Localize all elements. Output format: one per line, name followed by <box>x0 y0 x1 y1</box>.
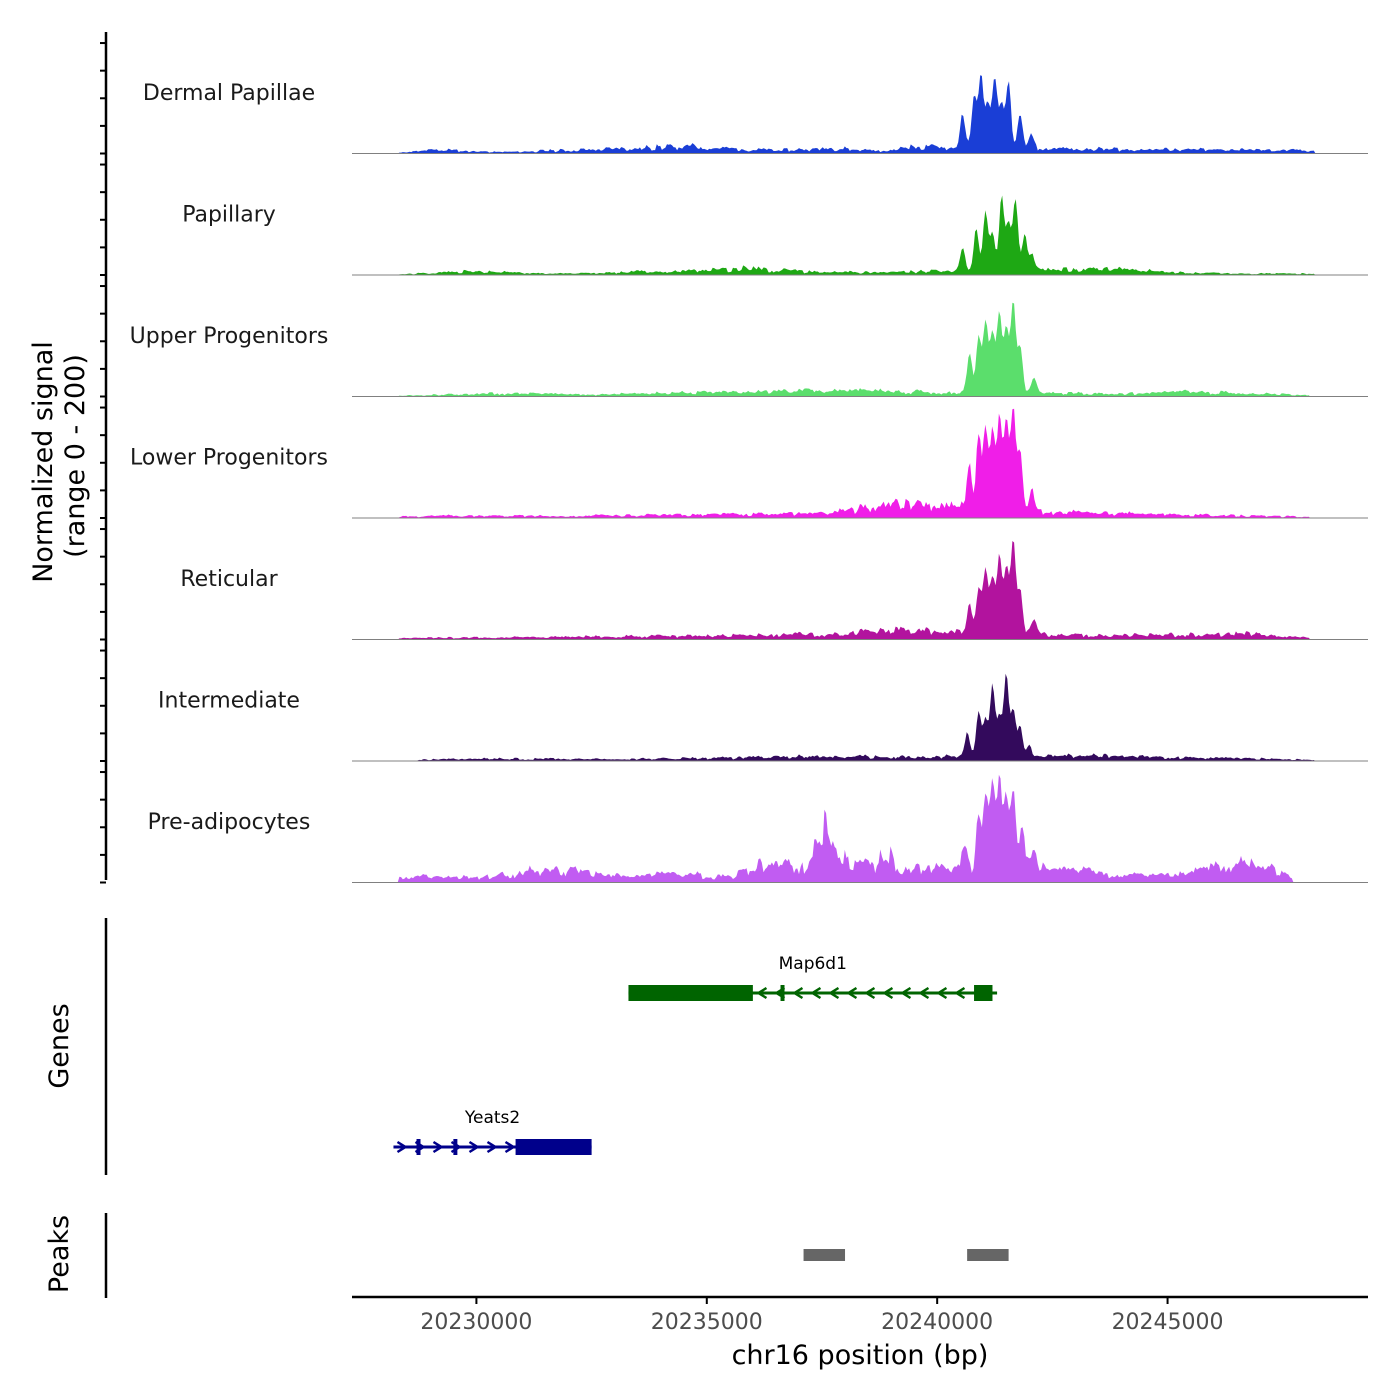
gene-exon <box>416 1139 421 1155</box>
strand-arrow <box>396 1140 408 1154</box>
x-tick-label: 20240000 <box>881 1310 993 1335</box>
strand-arrow <box>684 986 696 1000</box>
coverage-area <box>352 774 1368 883</box>
y-axis-label-line2: (range 0 - 200) <box>60 354 91 558</box>
peak-region <box>967 1249 1009 1261</box>
strand-arrow <box>792 986 804 1000</box>
gene-exon <box>780 985 785 1001</box>
strand-arrow <box>738 986 750 1000</box>
y-axis-label-line1: Normalized signal <box>28 341 59 583</box>
coverage-area <box>352 673 1368 761</box>
strand-arrow <box>630 986 642 1000</box>
strand-arrow <box>486 1140 498 1154</box>
coverage-tracks: Dermal Papillae Papillary Upper Progenitor… <box>130 75 1368 883</box>
strand-arrow <box>414 1140 426 1154</box>
strand-arrow <box>972 986 984 1000</box>
track-label: Upper Progenitors <box>130 324 329 349</box>
coverage-area <box>352 408 1368 518</box>
track-6: Pre-adipocytes <box>148 774 1368 883</box>
track-label: Reticular <box>180 567 278 592</box>
strand-arrow <box>756 986 768 1000</box>
coverage-area <box>352 195 1368 275</box>
strand-arrow <box>558 1140 570 1154</box>
track-1: Papillary <box>182 195 1368 276</box>
strand-arrow <box>936 986 948 1000</box>
peaks-track <box>803 1249 1009 1261</box>
strand-arrow <box>720 986 732 1000</box>
track-label: Pre-adipocytes <box>148 810 311 835</box>
strand-arrow <box>918 986 930 1000</box>
strand-arrow <box>954 986 966 1000</box>
x-axis-label: chr16 position (bp) <box>732 1340 989 1371</box>
gene-label: Map6d1 <box>779 954 847 974</box>
x-tick-label: 20235000 <box>651 1310 763 1335</box>
strand-arrow <box>576 1140 588 1154</box>
strand-arrow <box>882 986 894 1000</box>
genes-axis-label: Genes <box>44 1003 75 1088</box>
strand-arrow <box>432 1140 444 1154</box>
track-2: Upper Progenitors <box>130 302 1368 397</box>
coverage-area <box>352 302 1368 397</box>
track-3: Lower Progenitors <box>130 408 1368 519</box>
track-0: Dermal Papillae <box>143 75 1368 154</box>
strand-arrow <box>540 1140 552 1154</box>
gene-exon <box>453 1139 458 1155</box>
coverage-area <box>352 75 1368 154</box>
track-4: Reticular <box>180 541 1368 640</box>
track-label: Lower Progenitors <box>130 446 328 471</box>
gene-exon <box>628 985 753 1001</box>
strand-arrow <box>450 1140 462 1154</box>
strand-arrow <box>774 986 786 1000</box>
strand-arrow <box>900 986 912 1000</box>
x-tick-label: 20230000 <box>420 1310 532 1335</box>
strand-arrow <box>846 986 858 1000</box>
strand-arrow <box>864 986 876 1000</box>
strand-arrow <box>666 986 678 1000</box>
peak-region <box>803 1249 846 1261</box>
gene-exon <box>515 1139 592 1155</box>
x-tick-label: 20245000 <box>1112 1310 1224 1335</box>
strand-arrow <box>468 1140 480 1154</box>
gene-map6d1: Map6d1 <box>628 954 998 1001</box>
strand-arrow <box>810 986 822 1000</box>
track-label: Dermal Papillae <box>143 81 315 106</box>
gene-track: Map6d1 Yeats2 <box>393 954 998 1155</box>
gene-yeats2: Yeats2 <box>393 1108 592 1155</box>
peaks-axis-label: Peaks <box>44 1215 75 1293</box>
track-label: Intermediate <box>158 689 300 714</box>
track-5: Intermediate <box>158 673 1368 762</box>
strand-arrow <box>504 1140 516 1154</box>
track-label: Papillary <box>182 203 276 228</box>
strand-arrow <box>828 986 840 1000</box>
coverage-area <box>352 541 1368 640</box>
strand-arrow <box>702 986 714 1000</box>
strand-arrow <box>522 1140 534 1154</box>
strand-arrow <box>648 986 660 1000</box>
axes: 20230000 20235000 20240000 20245000 <box>100 32 1368 1335</box>
gene-label: Yeats2 <box>464 1108 520 1128</box>
